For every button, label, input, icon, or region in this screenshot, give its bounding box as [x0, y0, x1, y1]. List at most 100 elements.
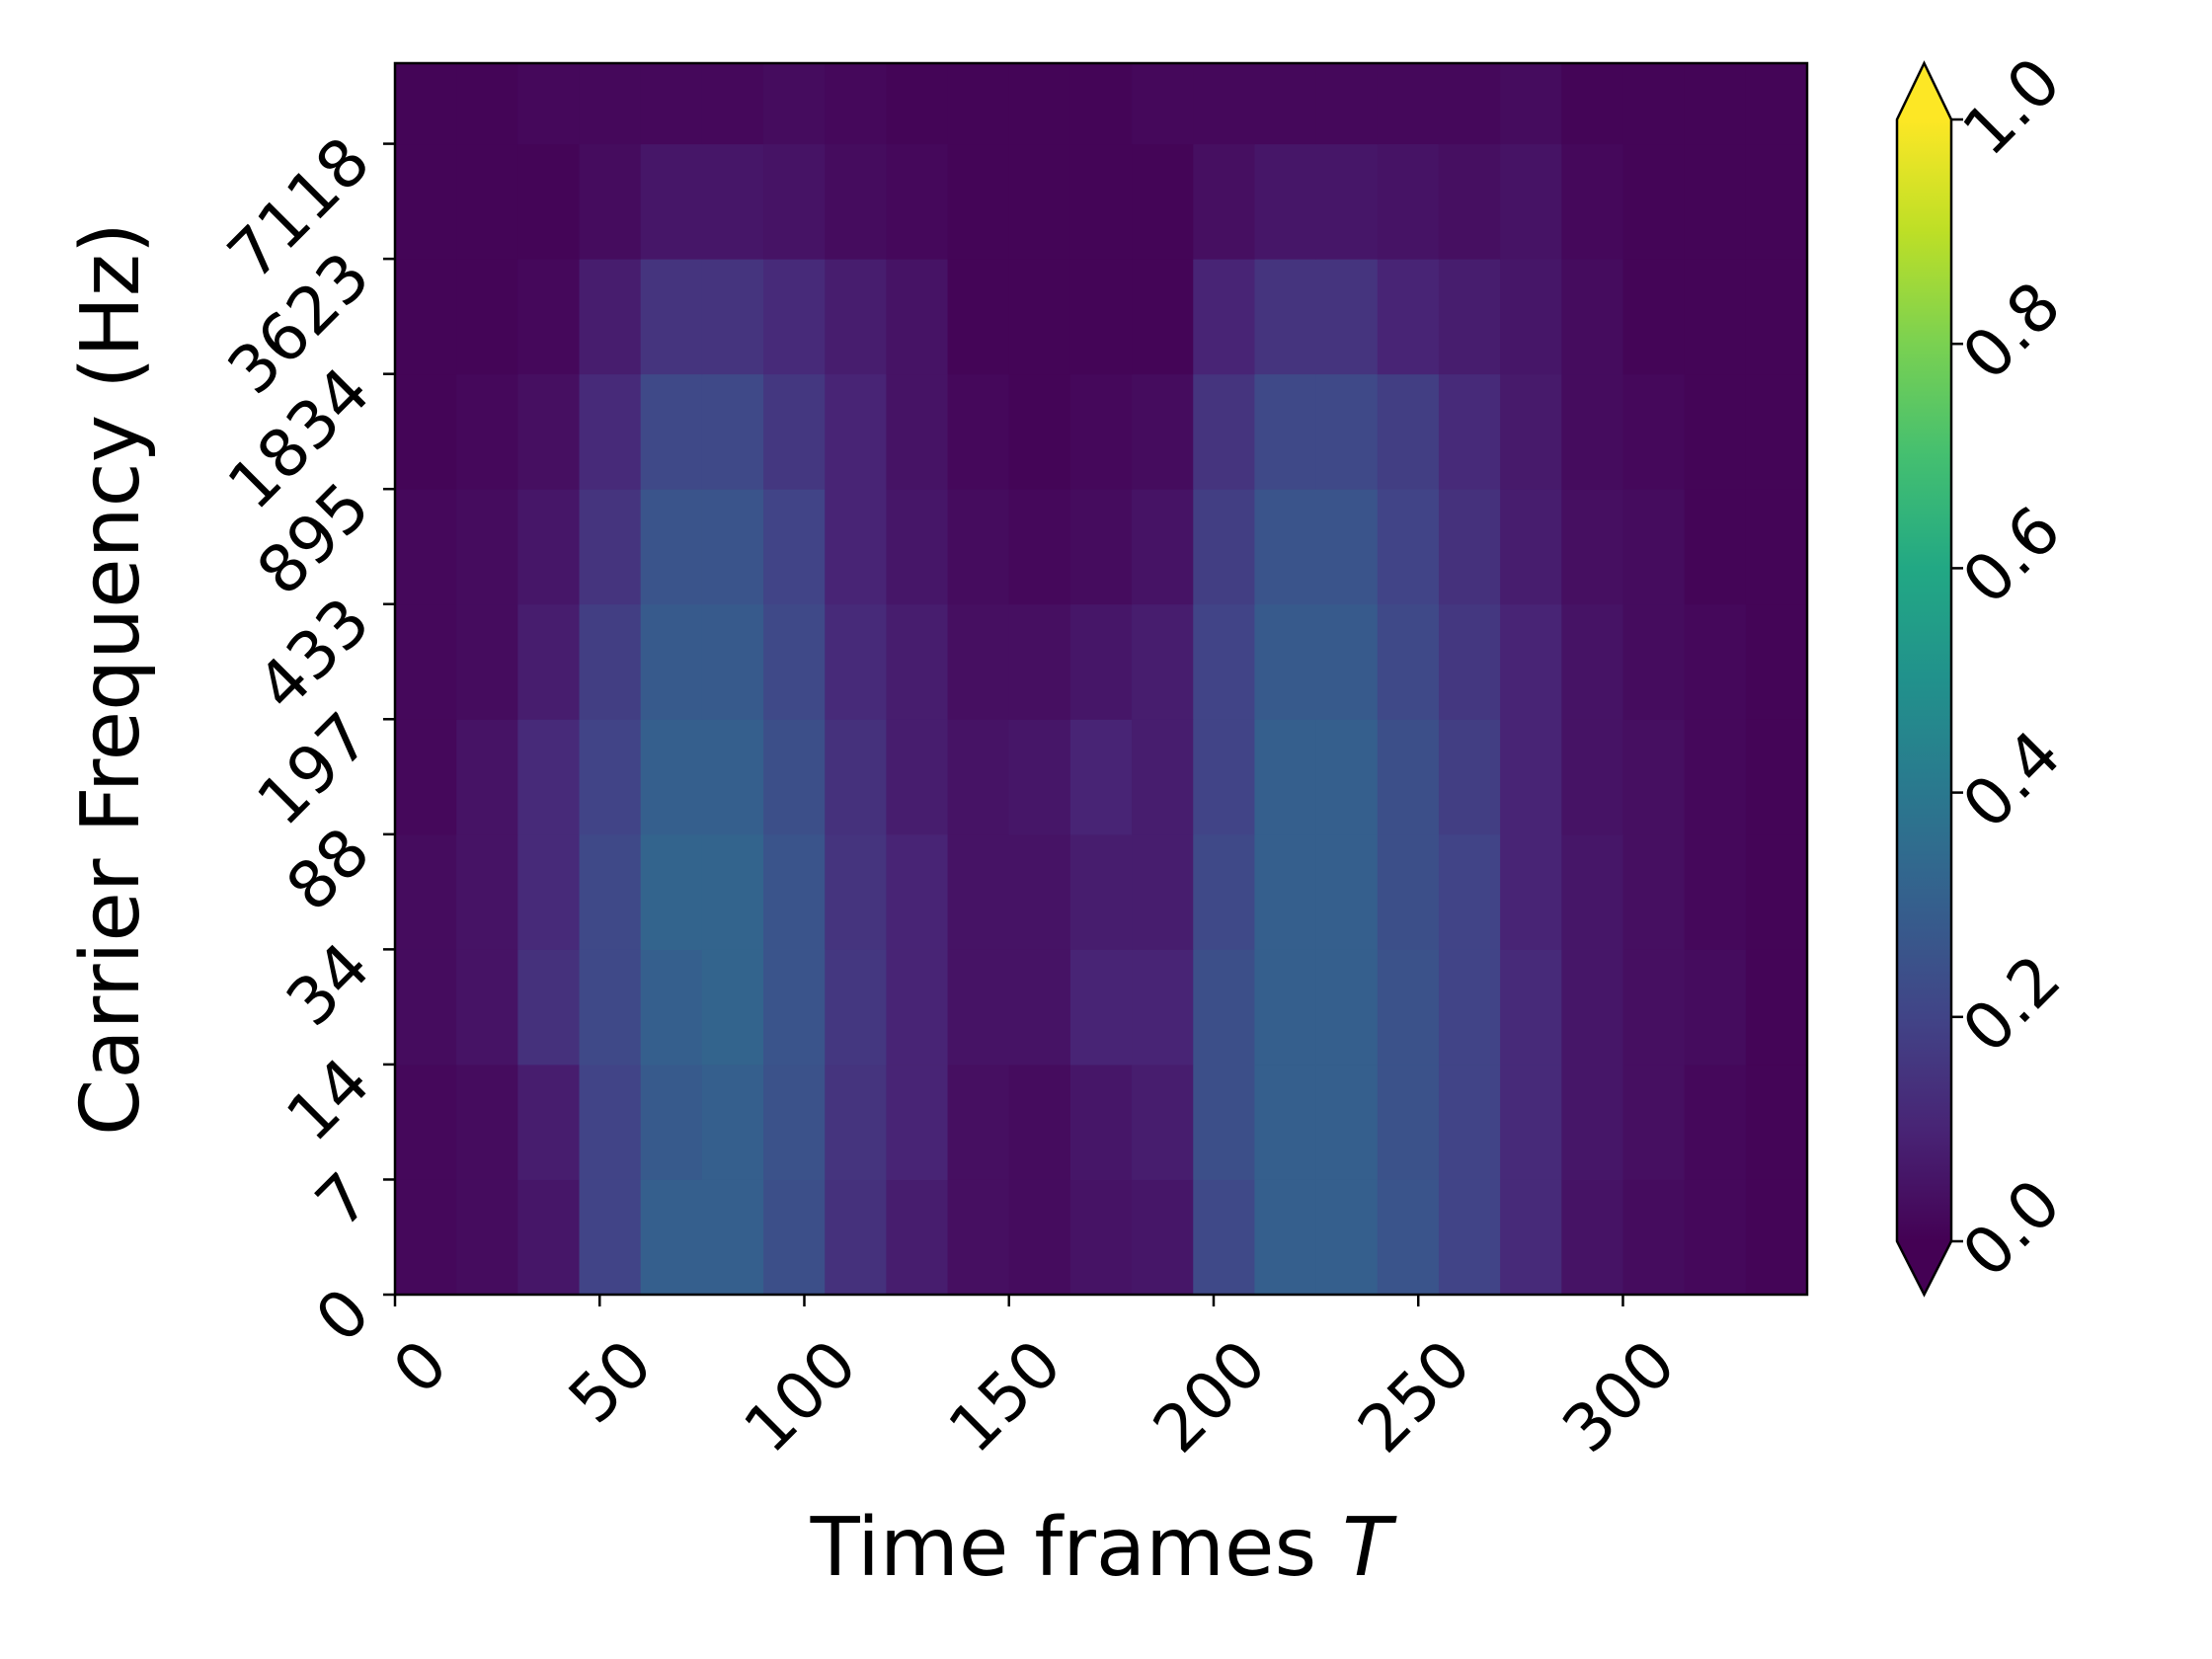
heatmap-cell: [886, 949, 949, 1066]
heatmap-cell: [1561, 1179, 1623, 1296]
heatmap-cell: [701, 373, 764, 490]
heatmap-cell: [825, 949, 887, 1066]
heatmap-cell: [1500, 373, 1562, 490]
heatmap-cell: [579, 719, 642, 835]
heatmap-cell: [947, 259, 1010, 375]
heatmap-cell: [1193, 1179, 1255, 1296]
heatmap-cell: [763, 719, 826, 835]
colorbar: 0.0 0.2 0.4 0.6 0.8 1.0: [1895, 43, 2076, 1298]
heatmap-cell: [825, 1064, 887, 1180]
heatmap-cell: [1193, 143, 1255, 260]
heatmap-cell: [1008, 949, 1071, 1066]
heatmap-cell: [1745, 489, 1808, 605]
heatmap-cell: [701, 1064, 764, 1180]
heatmap-cell: [1622, 719, 1686, 835]
heatmap-cell: [1008, 1064, 1071, 1180]
heatmap-cell: [763, 949, 826, 1066]
heatmap-cell: [886, 63, 949, 145]
heatmap-cell: [1500, 259, 1562, 375]
heatmap-cell: [1193, 63, 1255, 145]
heatmap-cell: [1500, 489, 1562, 605]
heatmap-cell: [886, 259, 949, 375]
heatmap-cell: [1622, 373, 1686, 490]
heatmap-cell: [640, 603, 703, 720]
heatmap-cell: [1684, 143, 1747, 260]
heatmap-cell: [886, 833, 949, 950]
heatmap-cell: [1315, 603, 1379, 720]
heatmap-cell: [1745, 949, 1808, 1066]
heatmap-cell: [517, 373, 581, 490]
heatmap-cell: [456, 373, 518, 490]
heatmap-cell: [825, 833, 887, 950]
heatmap-cell: [763, 259, 826, 375]
heatmap-cell: [1377, 719, 1440, 835]
heatmap-cell: [1377, 63, 1440, 145]
x-tick-label: 100: [730, 1325, 872, 1467]
heatmap-cell: [579, 833, 642, 950]
heatmap-cell: [825, 719, 887, 835]
heatmap-cell: [1193, 603, 1255, 720]
heatmap-cell: [1622, 1064, 1686, 1180]
heatmap-cell: [579, 1179, 642, 1296]
heatmap-cell: [1132, 833, 1194, 950]
heatmap-cell: [456, 143, 518, 260]
heatmap-cell: [1561, 63, 1623, 145]
heatmap-cell: [1193, 949, 1255, 1066]
heatmap-cell: [701, 63, 764, 145]
heatmap-cell: [1008, 489, 1071, 605]
heatmap-cell: [395, 1064, 457, 1180]
heatmap-cell: [1069, 143, 1133, 260]
heatmap-cell: [763, 63, 826, 145]
colorbar-extend-max: [1897, 63, 1951, 119]
heatmap-cell: [579, 143, 642, 260]
heatmap-cell: [1254, 373, 1317, 490]
heatmap-cell: [1500, 1064, 1562, 1180]
heatmap-cell: [395, 143, 457, 260]
heatmap-cell: [456, 489, 518, 605]
heatmap-cell: [456, 1179, 518, 1296]
heatmap-cell: [456, 1064, 518, 1180]
heatmap-cell: [1132, 1179, 1194, 1296]
heatmap-cell: [1254, 833, 1317, 950]
heatmap-cell: [1684, 949, 1747, 1066]
heatmap-cell: [1438, 1179, 1501, 1296]
heatmap-cell: [579, 949, 642, 1066]
heatmap-cell: [517, 259, 581, 375]
heatmap-cell: [1622, 259, 1686, 375]
heatmap-cell: [1069, 1064, 1133, 1180]
heatmap-cell: [1500, 719, 1562, 835]
heatmap-cell: [1622, 949, 1686, 1066]
heatmap-cell: [1193, 833, 1255, 950]
heatmap-cell: [1315, 143, 1379, 260]
heatmap-cell: [579, 373, 642, 490]
heatmap-cell: [1684, 63, 1747, 145]
heatmap-cell: [1745, 719, 1808, 835]
heatmap-cell: [1561, 259, 1623, 375]
heatmap-cell: [1132, 63, 1194, 145]
heatmap-cell: [701, 259, 764, 375]
heatmap-cell: [1008, 259, 1071, 375]
heatmap-cell: [1561, 603, 1623, 720]
heatmap-cell: [1500, 143, 1562, 260]
heatmap-cell: [947, 1064, 1010, 1180]
heatmap-cell: [1745, 1064, 1808, 1180]
heatmap-cell: [1500, 1179, 1562, 1296]
heatmap-cell: [1377, 603, 1440, 720]
x-tick-label: 200: [1139, 1325, 1281, 1467]
heatmap-cell: [517, 1179, 581, 1296]
heatmap-cell: [640, 833, 703, 950]
heatmap-cell: [1132, 373, 1194, 490]
heatmap-cell: [1254, 143, 1317, 260]
heatmap-cell: [456, 63, 518, 145]
heatmap-cell: [1745, 603, 1808, 720]
heatmap-cell: [1561, 949, 1623, 1066]
heatmap-cell: [579, 63, 642, 145]
heatmap-cell: [1377, 259, 1440, 375]
heatmap-cell: [1377, 833, 1440, 950]
heatmap-cell: [1254, 259, 1317, 375]
x-tick-label: 50: [554, 1325, 667, 1438]
heatmap-cell: [947, 833, 1010, 950]
heatmap-cell: [701, 719, 764, 835]
